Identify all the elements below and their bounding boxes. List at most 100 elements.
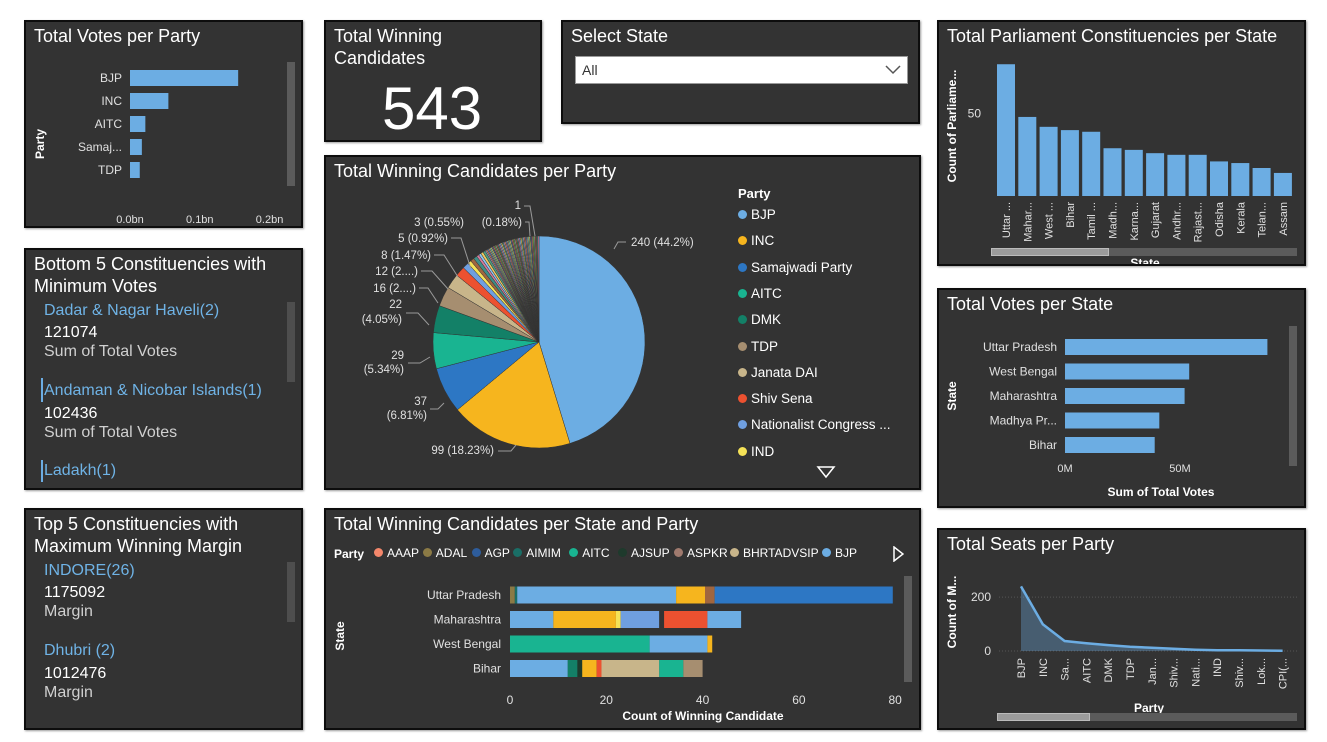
legend-item[interactable]: AITC <box>569 546 610 560</box>
legend-item[interactable]: DMK <box>738 312 781 327</box>
top5-item-name[interactable]: INDORE(26) <box>44 562 135 579</box>
select-state-title: Select State <box>571 26 669 46</box>
legend-item[interactable]: Janata DAI <box>738 365 818 380</box>
category-label: Rajast... <box>1193 202 1205 242</box>
pc-per-state-title: Total Parliament Constituencies per Stat… <box>947 26 1278 46</box>
legend-marker-icon <box>738 315 747 325</box>
legend-item[interactable]: AAAP <box>374 546 419 560</box>
category-label: Maharashtra <box>434 613 502 627</box>
bar-segment <box>514 586 518 604</box>
bar-segment <box>705 586 715 604</box>
data-label: 29 <box>391 350 404 362</box>
seats-chart: 0 200 BJP INC Sa... AITC DMK TDP Jan... Shiv... Na… <box>945 576 1297 715</box>
category-label: Gujarat <box>1150 202 1162 238</box>
category-label: Jan... <box>1147 658 1159 685</box>
category-label: AITC <box>95 117 123 131</box>
pie-slice <box>457 341 571 449</box>
top5-item-name[interactable]: Dhubri (2) <box>44 642 116 659</box>
category-label: BJP <box>100 71 122 85</box>
category-label: Shiv... <box>1234 658 1246 688</box>
seats-hscroll[interactable] <box>997 713 1297 721</box>
legend-marker-icon <box>738 236 747 246</box>
leader-line <box>430 402 445 410</box>
legend-label: AGP <box>484 546 510 560</box>
seats-title: Total Seats per Party <box>947 534 1115 554</box>
bar <box>1210 161 1228 196</box>
bottom5-divider <box>41 460 43 482</box>
bottom5-title: Bottom 5 Constituencies with Minimum Vot… <box>34 254 267 296</box>
legend-marker-icon <box>738 367 747 377</box>
category-label: Karna... <box>1129 202 1141 241</box>
legend-item[interactable]: AJSUP <box>618 546 670 560</box>
x-axis-label: State <box>1130 256 1160 264</box>
top5-item-value: 1175092 <box>44 584 106 601</box>
category-label: Lok... <box>1256 658 1268 685</box>
legend-next-icon[interactable] <box>892 546 904 562</box>
category-label: Andhr... <box>1171 202 1183 240</box>
bar-segment <box>553 611 616 628</box>
category-label: Uttar Pradesh <box>427 588 501 602</box>
votes-per-state-chart: Uttar Pradesh West Bengal Maharashtra Madhy… <box>945 339 1268 499</box>
data-label: (5.34%) <box>364 364 404 376</box>
legend-item[interactable]: BJP <box>822 546 857 560</box>
legend-item[interactable]: AGP <box>471 546 510 560</box>
category-label: Kerala <box>1235 201 1247 234</box>
legend-label: AITC <box>751 285 782 301</box>
legend-label: TDP <box>751 338 778 354</box>
legend-scroll-down-icon[interactable] <box>816 465 836 479</box>
category-label: Sa... <box>1060 658 1072 681</box>
chevron-down-icon <box>885 65 901 75</box>
bar-segment <box>510 635 650 653</box>
bottom5-item-name[interactable]: Dadar & Nagar Haveli(2) <box>44 302 220 319</box>
legend-item[interactable]: BHRTADVSIP <box>730 546 819 560</box>
bar-segment <box>510 611 554 628</box>
data-label: 240 (44.2%) <box>631 237 694 249</box>
bar <box>130 93 169 109</box>
bottom5-item-name[interactable]: Andaman & Nicobar Islands(1) <box>44 382 262 399</box>
legend-item[interactable]: TDP <box>738 339 778 354</box>
legend-item[interactable]: Nationalist Congress ... <box>738 417 891 432</box>
tick-label: 200 <box>971 590 991 604</box>
category-label: West ... <box>1044 202 1056 239</box>
bar <box>1065 363 1190 380</box>
leader-line <box>524 205 536 237</box>
category-label: Mahar... <box>1022 202 1034 242</box>
bottom5-item-name[interactable]: Ladakh(1) <box>44 462 117 479</box>
legend-item[interactable]: BJP <box>738 207 776 222</box>
legend-marker-icon <box>738 262 747 272</box>
legend-item[interactable]: Samajwadi Party <box>738 260 852 275</box>
pc-per-state-hscroll-thumb[interactable] <box>991 248 1109 256</box>
votes-per-state-scrollbar[interactable] <box>1289 326 1297 466</box>
pie-card: Total Winning Candidates per Party 240 (… <box>324 155 921 490</box>
legend-item[interactable]: Shiv Sena <box>738 391 813 406</box>
legend-item[interactable]: ASPKR <box>674 546 728 560</box>
bottom5-scrollbar[interactable] <box>287 302 295 382</box>
bar <box>1188 154 1207 196</box>
state-dropdown[interactable]: All <box>575 56 908 84</box>
legend-label: IND <box>751 443 775 459</box>
x-axis-label: Sum of Total Votes <box>1108 485 1215 499</box>
pc-per-state-hscroll[interactable] <box>991 248 1297 256</box>
votes-per-party-scrollbar[interactable] <box>287 62 295 186</box>
data-label: 5 (0.92%) <box>398 233 448 245</box>
seats-hscroll-thumb[interactable] <box>997 713 1090 721</box>
category-label: Madh... <box>1108 202 1120 239</box>
top5-scrollbar[interactable] <box>287 562 295 622</box>
stacked-scrollbar[interactable] <box>904 576 912 682</box>
votes-per-party-chart: BJPINCAITCSamaj...TDP0.0bn0.1bn0.2bnSum … <box>33 70 283 226</box>
legend-item[interactable]: INC <box>738 233 774 248</box>
bar <box>1082 131 1101 196</box>
legend-label: Janata DAI <box>751 364 818 380</box>
bar <box>1060 130 1079 196</box>
legend-item[interactable]: AITC <box>738 286 782 301</box>
data-label: 12 (2....) <box>375 266 418 278</box>
legend-item[interactable]: IND <box>738 444 774 459</box>
category-label: INC <box>101 94 122 108</box>
state-dropdown-value: All <box>582 62 598 78</box>
legend-label: ASPKR <box>687 546 728 560</box>
bar-segment <box>683 660 703 677</box>
legend-item[interactable]: AIMIM <box>513 546 561 560</box>
legend-marker-icon <box>738 446 747 456</box>
legend-item[interactable]: ADAL <box>422 546 467 560</box>
legend-label: Nationalist Congress ... <box>751 417 891 433</box>
